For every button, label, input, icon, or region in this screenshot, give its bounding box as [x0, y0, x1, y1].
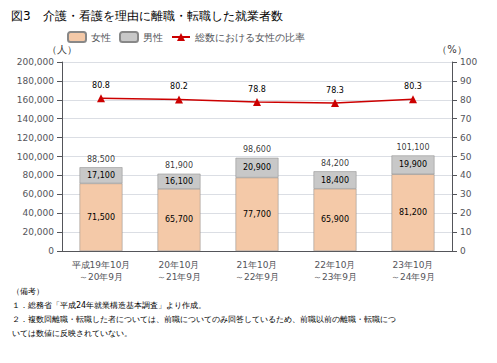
- svg-text:81,900: 81,900: [165, 161, 193, 170]
- svg-text:いては数値に反映されていない。: いては数値に反映されていない。: [12, 329, 132, 338]
- svg-text:20,000: 20,000: [23, 227, 55, 237]
- svg-text:101,100: 101,100: [396, 143, 429, 152]
- svg-text:20年10月: 20年10月: [159, 260, 200, 270]
- svg-text:図3 介護・看護を理由に離職・転職した就業者数: 図3 介護・看護を理由に離職・転職した就業者数: [11, 9, 283, 23]
- svg-text:160,000: 160,000: [17, 95, 54, 105]
- svg-text:10: 10: [460, 227, 472, 237]
- svg-text:100: 100: [460, 57, 477, 67]
- svg-text:84,200: 84,200: [321, 159, 349, 168]
- svg-text:0: 0: [460, 246, 466, 256]
- svg-text:98,600: 98,600: [243, 145, 271, 154]
- svg-text:～20年9月: ～20年9月: [79, 272, 123, 282]
- svg-text:２．複数回離職・転職した者については、前職についてのみ回答し: ２．複数回離職・転職した者については、前職についてのみ回答しているため、前職以前…: [12, 315, 396, 324]
- svg-text:19,900: 19,900: [399, 160, 427, 169]
- svg-text:50: 50: [460, 152, 472, 162]
- svg-text:女性: 女性: [91, 32, 111, 43]
- svg-text:20,900: 20,900: [243, 163, 271, 172]
- svg-text:80.2: 80.2: [170, 82, 188, 91]
- svg-text:40,000: 40,000: [23, 208, 55, 218]
- svg-text:18,400: 18,400: [321, 176, 349, 185]
- svg-text:～24年9月: ～24年9月: [391, 272, 435, 282]
- svg-text:総数における女性の比率: 総数における女性の比率: [194, 32, 305, 43]
- svg-text:80: 80: [460, 95, 472, 105]
- svg-text:～23年9月: ～23年9月: [313, 272, 357, 282]
- svg-text:65,700: 65,700: [165, 215, 193, 224]
- svg-text:77,700: 77,700: [243, 210, 271, 219]
- svg-text:140,000: 140,000: [17, 114, 54, 124]
- svg-text:88,500: 88,500: [87, 155, 115, 164]
- svg-text:16,100: 16,100: [165, 177, 193, 186]
- svg-text:（人）: （人）: [47, 44, 77, 55]
- svg-text:78.8: 78.8: [248, 85, 266, 94]
- svg-text:100,000: 100,000: [17, 152, 54, 162]
- svg-text:0: 0: [48, 246, 54, 256]
- svg-text:60,000: 60,000: [23, 189, 55, 199]
- svg-text:22年10月: 22年10月: [315, 260, 356, 270]
- svg-text:120,000: 120,000: [17, 133, 54, 143]
- svg-text:１．総務省「平成24年就業構造基本調査」より作成。: １．総務省「平成24年就業構造基本調査」より作成。: [12, 301, 206, 310]
- svg-text:71,500: 71,500: [87, 213, 115, 222]
- svg-text:平成19年10月: 平成19年10月: [72, 260, 131, 270]
- svg-text:81,200: 81,200: [399, 208, 427, 217]
- svg-text:23年10月: 23年10月: [393, 260, 434, 270]
- svg-text:90: 90: [460, 76, 472, 86]
- svg-text:80.3: 80.3: [404, 82, 422, 91]
- svg-text:～21年9月: ～21年9月: [157, 272, 201, 282]
- svg-text:80,000: 80,000: [23, 170, 55, 180]
- svg-text:（%）: （%）: [437, 44, 467, 55]
- svg-text:200,000: 200,000: [17, 57, 54, 67]
- svg-text:65,900: 65,900: [321, 215, 349, 224]
- svg-text:70: 70: [460, 114, 472, 124]
- svg-text:60: 60: [460, 133, 472, 143]
- svg-text:180,000: 180,000: [17, 76, 54, 86]
- svg-text:30: 30: [460, 189, 472, 199]
- svg-text:（備考）: （備考）: [12, 287, 44, 296]
- svg-text:40: 40: [460, 170, 472, 180]
- svg-text:80.8: 80.8: [92, 81, 110, 90]
- svg-text:～22年9月: ～22年9月: [235, 272, 279, 282]
- svg-text:21年10月: 21年10月: [237, 260, 278, 270]
- svg-text:17,100: 17,100: [87, 171, 115, 180]
- svg-text:20: 20: [460, 208, 472, 218]
- svg-text:男性: 男性: [143, 32, 163, 43]
- svg-text:78.3: 78.3: [326, 86, 344, 95]
